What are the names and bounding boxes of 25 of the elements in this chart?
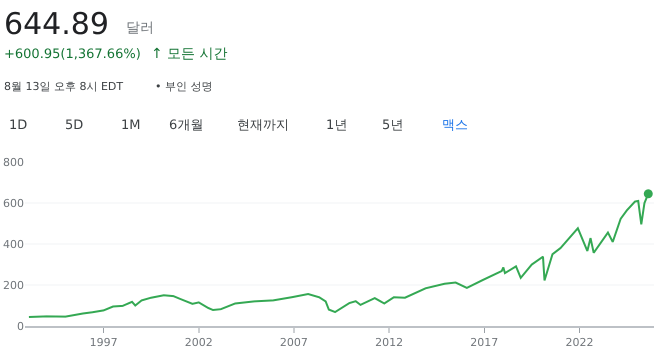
x-tick-label: 2017 [470, 336, 498, 350]
x-tick-label: 2002 [184, 336, 213, 350]
chart-title: 644.89 [4, 7, 109, 42]
text: 맥스 [442, 118, 468, 133]
y-tick-label: 400 [3, 238, 24, 251]
text: 1년 [326, 118, 348, 133]
text: 5년 [382, 118, 404, 133]
text: • 부인 성명 [155, 80, 212, 93]
x-tick-label: 2007 [280, 336, 308, 350]
text: 달러 [126, 20, 154, 36]
text: 1M [121, 118, 140, 133]
text: 5D [65, 118, 84, 133]
y-tick-label: 800 [3, 156, 24, 169]
y-tick-label: 0 [17, 320, 24, 333]
text: 1D [9, 118, 28, 133]
text: ↑ 모든 시간 [151, 46, 228, 62]
x-tick-label: 2022 [565, 336, 594, 350]
chart-subtitle: +600.95(1,367.66%) [4, 47, 141, 62]
x-tick-label: 2012 [375, 336, 404, 350]
text: 6개월 [169, 118, 204, 133]
text: 현재까지 [237, 118, 289, 133]
x-tick-label: 1997 [90, 336, 118, 350]
y-tick-label: 200 [3, 278, 24, 292]
text: 8월 13일 오후 8시 EDT [4, 80, 124, 93]
y-tick-label: 600 [3, 196, 24, 210]
